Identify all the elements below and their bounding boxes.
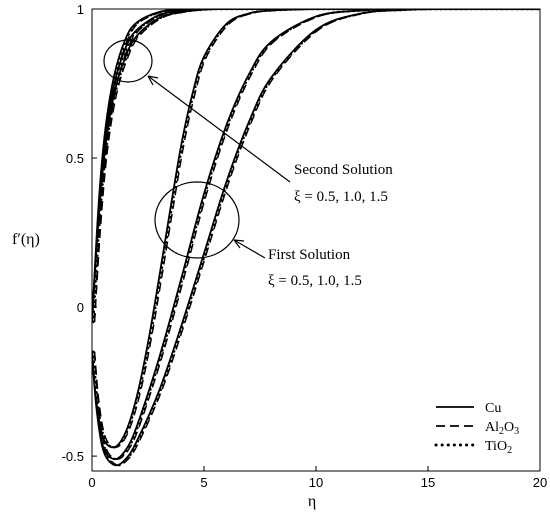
series-line-first-xi-1-dotted <box>92 9 540 461</box>
second-solution-xi: ξ = 0.5, 1.0, 1.5 <box>294 189 388 205</box>
y-tick-label: 0 <box>77 300 84 315</box>
plot-frame <box>91 8 541 472</box>
second-solution-arrow <box>147 75 291 183</box>
series-line-first-xi-0_5-dotted <box>92 9 540 449</box>
legend-label-tio2: TiO2 <box>485 439 512 456</box>
y-tick-label: 1 <box>77 2 84 17</box>
y-tick-label: -0.5 <box>62 449 84 464</box>
y-axis-label: f′(η) <box>12 231 40 248</box>
first-solution-xi: ξ = 0.5, 1.0, 1.5 <box>268 273 362 289</box>
first-solution-ellipse <box>154 181 240 259</box>
series-line-second-xi-1-dashed <box>93 9 540 323</box>
series-line-first-xi-1_5-dotted <box>92 9 540 467</box>
first-solution-arrowhead <box>233 239 245 249</box>
x-axis-label: η <box>308 493 316 510</box>
second-solution-ellipse <box>103 39 153 83</box>
x-tick-label: 20 <box>533 475 547 490</box>
series-line-second-xi-1_5-dashed <box>93 9 540 323</box>
legend-label-cu: Cu <box>485 401 501 416</box>
x-tick-label: 10 <box>309 475 323 490</box>
x-tick-label: 5 <box>200 475 207 490</box>
legend-label-al2o3: Al2O3 <box>485 420 519 437</box>
second-solution-arrowhead <box>147 75 159 86</box>
series-line-second-xi-1_5-solid <box>92 9 540 323</box>
first-solution-title: First Solution <box>268 247 351 263</box>
y-tick-label: 0.5 <box>66 151 84 166</box>
tick-labels: 0 5 10 15 20 -0.5 0 0.5 1 <box>62 2 548 490</box>
series-line-second-xi-1-solid <box>92 9 540 323</box>
legend: Cu Al2O3 TiO2 <box>434 401 519 456</box>
first-solution-arrow <box>233 239 266 259</box>
series-layer <box>92 9 540 467</box>
second-solution-title: Second Solution <box>294 162 393 178</box>
x-tick-label: 0 <box>88 475 95 490</box>
x-tick-label: 15 <box>421 475 435 490</box>
